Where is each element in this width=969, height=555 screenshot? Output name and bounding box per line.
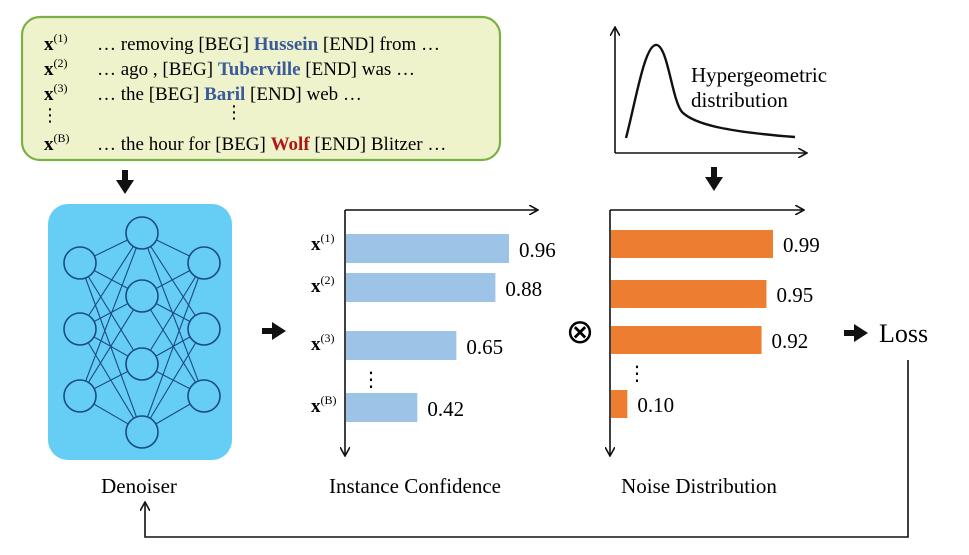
sentence-var: x — [44, 34, 54, 55]
sentence-ellipsis: ⋮ — [225, 102, 243, 123]
multiply-operator-icon: ⊗ — [566, 312, 595, 352]
confidence-ellipsis: ⋮ — [361, 367, 381, 391]
sentence-before: … ago , [BEG] — [97, 59, 218, 80]
sentence-ellipsis: ⋮ — [41, 105, 59, 126]
sentence-entity: Baril — [204, 84, 245, 105]
confidence-value-label: 0.42 — [427, 397, 464, 421]
confidence-var-label: x(2) — [311, 273, 335, 297]
sentence-after: [END] Blitzer … — [310, 134, 447, 155]
sentence-var-sup: (1) — [54, 31, 68, 45]
sentence-entity: Tuberville — [218, 59, 301, 80]
loss-label: Loss — [879, 319, 928, 348]
hypergeometric-label-line2: distribution — [691, 88, 788, 112]
confidence-bar — [346, 331, 457, 360]
confidence-bar — [346, 273, 496, 302]
network-edge — [79, 232, 143, 397]
sentence-text: … ago , [BEG] Tuberville [END] was … — [97, 59, 415, 80]
network-node — [125, 415, 159, 449]
feedback-arrow — [145, 360, 909, 538]
network-node — [63, 246, 97, 280]
noise-value-label: 0.92 — [772, 329, 809, 353]
noise-distribution-chart: 0.99 0.95 0.92 0.10 ⋮ — [610, 210, 820, 455]
confidence-var: x — [311, 234, 321, 255]
noise-ellipsis: ⋮ — [627, 361, 647, 385]
denoiser-label: Denoiser — [101, 474, 177, 498]
confidence-var-sup: (3) — [321, 331, 335, 345]
confidence-value-label: 0.88 — [505, 277, 542, 301]
noise-bar — [611, 230, 773, 258]
hypergeometric-label-line1: Hypergeometric — [691, 63, 827, 87]
network-edge — [141, 262, 205, 433]
sentence-after: [END] web … — [245, 84, 362, 105]
sentence-before: … removing [BEG] — [97, 34, 254, 55]
confidence-bar — [346, 234, 509, 263]
sentence-var-sup: (B) — [54, 131, 70, 145]
right-arrow-icon — [262, 322, 286, 340]
confidence-var-sup: (1) — [321, 231, 335, 245]
sentence-after: [END] from … — [318, 34, 440, 55]
network-edge — [79, 295, 143, 397]
noise-bar — [611, 326, 762, 354]
confidence-var-sup: (2) — [321, 273, 335, 287]
confidence-var-sup: (B) — [321, 393, 337, 407]
right-arrow-icon — [844, 324, 868, 342]
sentence-list: x(1)… removing [BEG] Hussein [END] from … — [41, 31, 446, 155]
confidence-var-label: x(B) — [311, 393, 337, 417]
down-arrow-icon — [705, 167, 723, 191]
sentence-text: … the [BEG] Baril [END] web … — [97, 84, 362, 105]
confidence-var: x — [311, 276, 321, 297]
confidence-var: x — [311, 396, 321, 417]
sentence-var: x — [44, 84, 54, 105]
noise-bar — [611, 280, 767, 308]
instance-confidence-label: Instance Confidence — [329, 474, 501, 498]
network-node — [125, 279, 159, 313]
confidence-var-label: x(3) — [311, 331, 335, 355]
sentence-var: x — [44, 134, 54, 155]
sentence-entity: Hussein — [254, 34, 319, 55]
confidence-var: x — [311, 334, 321, 355]
sentence-var-label: x(2) — [44, 56, 68, 80]
noise-value-label: 0.95 — [776, 283, 813, 307]
network-node — [187, 246, 221, 280]
network-edge — [141, 232, 205, 330]
network-node — [125, 216, 159, 250]
network-edge — [141, 262, 205, 365]
down-arrow-icon — [116, 170, 134, 194]
network-node — [63, 312, 97, 346]
noise-value-label: 0.99 — [783, 233, 820, 257]
network-edge — [79, 232, 143, 330]
network-node — [187, 312, 221, 346]
network-node — [63, 379, 97, 413]
sentence-entity: Wolf — [271, 134, 311, 155]
sentence-var-sup: (2) — [54, 56, 68, 70]
confidence-bar — [346, 393, 418, 422]
sentence-box — [20, 15, 502, 162]
sentence-text: … the hour for [BEG] Wolf [END] Blitzer … — [97, 134, 446, 155]
network-edge — [79, 262, 143, 433]
sentence-text: … removing [BEG] Hussein [END] from … — [97, 34, 440, 55]
hypergeometric-plot: Hypergeometric distribution — [615, 28, 827, 153]
confidence-var-label: x(1) — [311, 231, 335, 255]
sentence-var: x — [44, 59, 54, 80]
network-node — [125, 347, 159, 381]
instance-confidence-chart: 0.96x(1)0.88x(2)0.65x(3)0.42x(B)⋮ — [311, 210, 556, 455]
hypergeometric-curve — [624, 43, 796, 139]
sentence-after: [END] was … — [301, 59, 416, 80]
confidence-value-label: 0.65 — [466, 335, 503, 359]
sentence-before: … the hour for [BEG] — [97, 134, 271, 155]
noise-distribution-label: Noise Distribution — [621, 474, 777, 498]
sentence-var-label: x(B) — [44, 131, 70, 155]
confidence-value-label: 0.96 — [519, 238, 556, 262]
noise-bar — [611, 390, 628, 418]
sentence-var-label: x(3) — [44, 81, 68, 105]
sentence-var-label: x(1) — [44, 31, 68, 55]
network-edge — [141, 328, 205, 433]
network-node — [187, 379, 221, 413]
sentence-before: … the [BEG] — [97, 84, 204, 105]
noise-value-label: 0.10 — [637, 393, 674, 417]
neural-network-icon — [63, 216, 221, 449]
sentence-var-sup: (3) — [54, 81, 68, 95]
